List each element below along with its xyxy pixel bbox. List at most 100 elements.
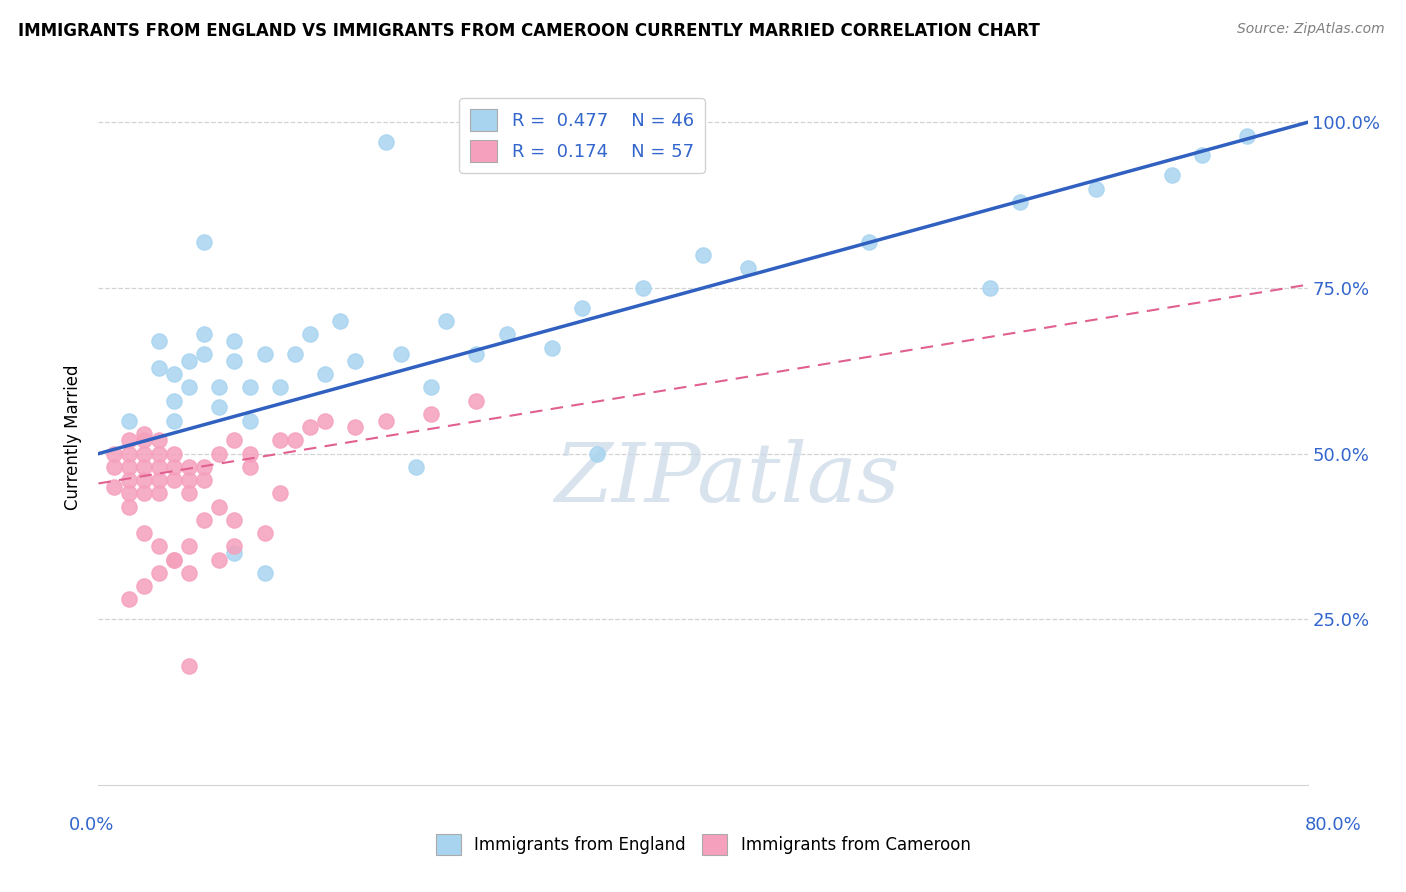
Point [239, 413, 262, 427]
Point [118, 413, 141, 427]
Point [148, 566, 170, 580]
Point [329, 314, 352, 328]
Legend: Immigrants from England, Immigrants from Cameroon: Immigrants from England, Immigrants from… [429, 828, 977, 862]
Point [979, 281, 1001, 295]
Point [314, 413, 336, 427]
Point [132, 486, 155, 500]
Point [118, 592, 141, 607]
Point [420, 407, 443, 421]
Text: Source: ZipAtlas.com: Source: ZipAtlas.com [1237, 22, 1385, 37]
Point [148, 360, 170, 375]
Point [163, 367, 186, 381]
Point [148, 540, 170, 554]
Point [495, 327, 517, 342]
Point [103, 447, 125, 461]
Point [1010, 194, 1032, 209]
Point [179, 566, 201, 580]
Point [193, 459, 215, 474]
Point [737, 261, 759, 276]
Point [314, 367, 336, 381]
Point [132, 426, 155, 441]
Point [193, 327, 215, 342]
Point [434, 314, 457, 328]
Point [118, 447, 141, 461]
Point [208, 380, 231, 394]
Point [179, 486, 201, 500]
Point [299, 420, 322, 434]
Point [224, 513, 246, 527]
Point [132, 526, 155, 541]
Point [208, 500, 231, 514]
Point [224, 434, 246, 448]
Point [224, 546, 246, 560]
Point [631, 281, 654, 295]
Point [132, 579, 155, 593]
Point [103, 459, 125, 474]
Point [163, 552, 186, 566]
Point [148, 434, 170, 448]
Point [344, 354, 367, 368]
Point [465, 347, 488, 361]
Point [148, 473, 170, 487]
Point [179, 540, 201, 554]
Point [148, 486, 170, 500]
Point [118, 459, 141, 474]
Point [132, 459, 155, 474]
Point [239, 447, 262, 461]
Point [103, 480, 125, 494]
Point [405, 459, 427, 474]
Point [858, 235, 880, 249]
Point [224, 334, 246, 348]
Point [118, 500, 141, 514]
Point [208, 552, 231, 566]
Point [193, 513, 215, 527]
Point [269, 380, 291, 394]
Point [420, 380, 443, 394]
Point [148, 459, 170, 474]
Point [253, 526, 276, 541]
Point [253, 347, 276, 361]
Point [1085, 181, 1108, 195]
Point [284, 347, 307, 361]
Point [163, 552, 186, 566]
Point [148, 334, 170, 348]
Point [193, 235, 215, 249]
Point [540, 341, 562, 355]
Point [571, 301, 593, 315]
Point [374, 413, 396, 427]
Point [118, 473, 141, 487]
Point [179, 658, 201, 673]
Point [163, 413, 186, 427]
Point [118, 434, 141, 448]
Point [179, 459, 201, 474]
Point [163, 393, 186, 408]
Point [269, 434, 291, 448]
Point [132, 447, 155, 461]
Point [148, 447, 170, 461]
Point [374, 135, 396, 149]
Point [179, 380, 201, 394]
Point [224, 540, 246, 554]
Point [239, 459, 262, 474]
Point [253, 566, 276, 580]
Text: ZIPatlas: ZIPatlas [554, 439, 900, 519]
Point [344, 420, 367, 434]
Point [389, 347, 412, 361]
Text: 0.0%: 0.0% [69, 816, 114, 834]
Legend: R =  0.477    N = 46, R =  0.174    N = 57: R = 0.477 N = 46, R = 0.174 N = 57 [460, 98, 704, 173]
Point [193, 473, 215, 487]
Point [208, 447, 231, 461]
Point [239, 380, 262, 394]
Text: IMMIGRANTS FROM ENGLAND VS IMMIGRANTS FROM CAMEROON CURRENTLY MARRIED CORRELATIO: IMMIGRANTS FROM ENGLAND VS IMMIGRANTS FR… [18, 22, 1040, 40]
Point [284, 434, 307, 448]
Point [132, 473, 155, 487]
Point [465, 393, 488, 408]
Point [179, 473, 201, 487]
Text: 80.0%: 80.0% [1305, 816, 1361, 834]
Point [163, 447, 186, 461]
Point [179, 354, 201, 368]
Point [224, 354, 246, 368]
Point [1236, 128, 1258, 143]
Point [269, 486, 291, 500]
Y-axis label: Currently Married: Currently Married [65, 364, 83, 510]
